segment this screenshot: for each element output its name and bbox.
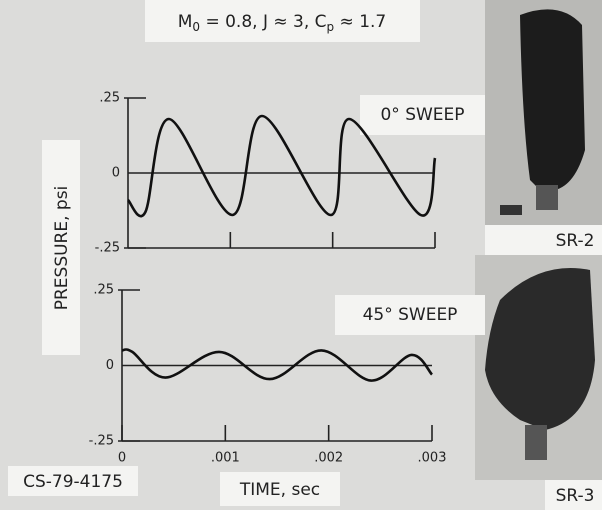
header-part: ≈ 1.7 bbox=[334, 12, 386, 32]
hub-sr2 bbox=[536, 185, 558, 210]
annotation: 45° SWEEP bbox=[363, 305, 458, 325]
y-tick-label: .25 bbox=[93, 283, 114, 298]
hub-sr3 bbox=[525, 425, 547, 460]
header-sub: p bbox=[327, 20, 335, 34]
x-tick-label: .003 bbox=[418, 451, 447, 466]
annotation: 0° SWEEP bbox=[380, 105, 464, 125]
y-tick-label: -.25 bbox=[89, 434, 114, 449]
photo-label: SR-3 bbox=[556, 486, 595, 506]
y-tick-label: 0 bbox=[106, 358, 114, 373]
x-tick-label: .002 bbox=[314, 451, 343, 466]
photo-label: SR-2 bbox=[556, 231, 595, 251]
header: M0 = 0.8, J ≈ 3, Cp ≈ 1.7 bbox=[178, 12, 387, 34]
header-part: M bbox=[178, 12, 193, 32]
y-tick-label: 0 bbox=[112, 166, 120, 181]
figure: SR-2 SR-3 M0 = 0.8, J ≈ 3, Cp ≈ 1.7 PRES… bbox=[0, 0, 602, 510]
y-tick-label: .25 bbox=[99, 91, 120, 106]
x-axis-label: TIME, sec bbox=[239, 480, 320, 500]
x-tick-label: 0 bbox=[118, 451, 126, 466]
blade-sr2 bbox=[520, 9, 585, 195]
y-axis-label: PRESSURE, psi bbox=[52, 186, 72, 311]
y-tick-label: -.25 bbox=[95, 241, 120, 256]
header-part: = 0.8, J ≈ 3, C bbox=[200, 12, 326, 32]
block-sr2 bbox=[500, 205, 522, 215]
x-tick-label: .001 bbox=[211, 451, 240, 466]
figure-code: CS-79-4175 bbox=[23, 472, 123, 492]
header-sub: 0 bbox=[192, 20, 200, 34]
